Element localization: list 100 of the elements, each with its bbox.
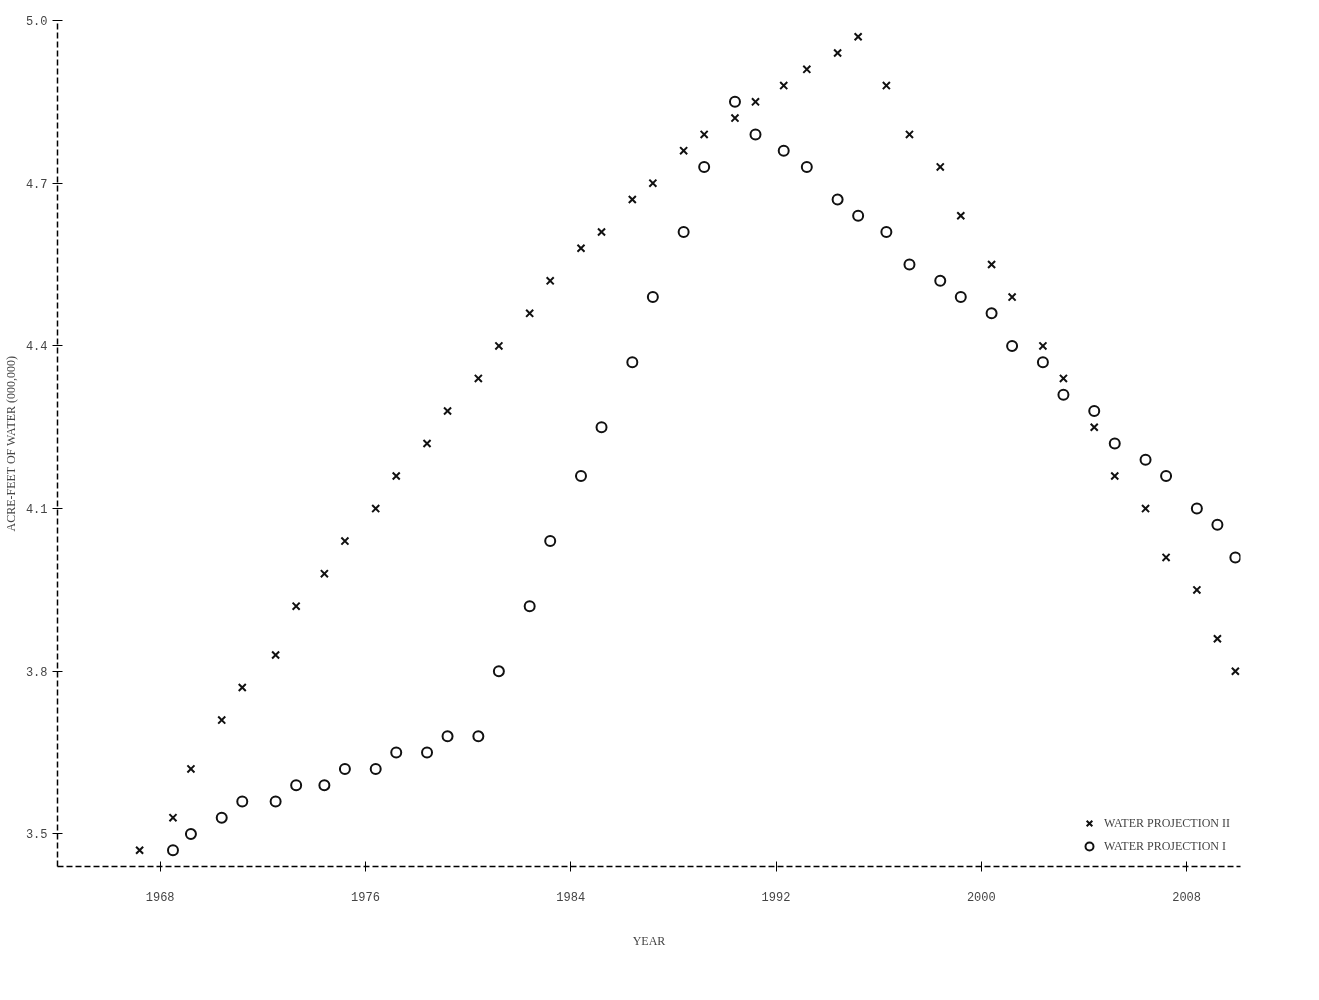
point [802, 64, 812, 74]
point [168, 813, 178, 823]
point [391, 471, 401, 481]
point [750, 97, 761, 107]
point [318, 779, 331, 792]
point [494, 341, 504, 351]
legend-label: WATER PROJECTION II [1104, 815, 1230, 831]
point [338, 762, 351, 775]
point [271, 650, 281, 660]
point [269, 795, 282, 808]
point [730, 113, 740, 123]
point [1088, 404, 1101, 417]
x-axis-title: YEAR [632, 933, 666, 948]
point [853, 32, 863, 42]
point [217, 715, 227, 725]
point [291, 601, 301, 611]
point [237, 683, 247, 693]
point [186, 764, 196, 774]
point [1058, 373, 1068, 383]
point [595, 421, 608, 434]
point [184, 827, 197, 840]
point [390, 746, 403, 759]
x-tick-label: 1976 [351, 890, 380, 905]
point [956, 211, 966, 221]
point [698, 160, 711, 173]
x-tick-label: 1992 [761, 890, 791, 905]
point [473, 373, 483, 383]
point [646, 291, 659, 304]
point [525, 308, 535, 318]
y-tick-label: 4.7 [25, 177, 48, 192]
point [648, 178, 658, 188]
point [1139, 453, 1152, 466]
point [749, 128, 762, 141]
point [441, 730, 454, 743]
point [800, 160, 813, 173]
x-tick-label: 2008 [1172, 890, 1202, 905]
point [1110, 471, 1120, 481]
point [880, 226, 893, 238]
point [1192, 585, 1202, 595]
point [881, 81, 891, 91]
point [699, 129, 709, 139]
point [492, 665, 505, 678]
point [472, 730, 485, 743]
point [1006, 339, 1019, 352]
point [340, 536, 350, 546]
point [1057, 388, 1070, 401]
point [1229, 551, 1241, 564]
legend-label: WATER PROJECTION I [1104, 838, 1226, 854]
y-tick-label: 5.0 [25, 15, 48, 29]
point [904, 129, 914, 139]
y-tick-label: 4.1 [25, 503, 48, 518]
point [371, 504, 381, 514]
point [215, 811, 228, 824]
point [1038, 341, 1048, 351]
point [422, 438, 432, 449]
point [1212, 634, 1222, 644]
point [779, 81, 789, 91]
point [523, 600, 536, 613]
point [626, 356, 639, 369]
point [290, 779, 303, 792]
point [833, 48, 843, 58]
x-tick-label: 1984 [556, 890, 586, 905]
point [369, 762, 382, 775]
point [443, 406, 453, 416]
point [985, 307, 998, 320]
point [596, 227, 607, 237]
point [934, 274, 947, 287]
point [1141, 504, 1151, 514]
point [1161, 552, 1171, 562]
point [777, 144, 790, 157]
y-axis-title: ACRE-FEET OF WATER (000,000) [3, 355, 18, 532]
point [1211, 518, 1224, 531]
point [545, 276, 555, 286]
x-tick-label: 1968 [145, 890, 175, 905]
point [677, 226, 690, 238]
y-tick-label: 3.8 [25, 665, 48, 680]
point [1160, 470, 1173, 483]
point [831, 193, 844, 206]
y-tick-label: 4.4 [25, 340, 48, 355]
point [627, 194, 637, 204]
point [421, 746, 434, 759]
point [135, 845, 145, 855]
point [954, 291, 967, 304]
point [1036, 356, 1049, 369]
point [852, 209, 865, 222]
point [903, 258, 916, 271]
point [1007, 292, 1017, 302]
point [1089, 422, 1099, 432]
point [544, 535, 557, 548]
point [679, 146, 689, 156]
point [1108, 437, 1121, 450]
point [575, 470, 587, 483]
point [1230, 666, 1240, 676]
point [987, 260, 997, 270]
point [576, 243, 586, 253]
point [236, 795, 249, 808]
point [319, 569, 329, 579]
point [935, 162, 945, 172]
point [728, 95, 741, 108]
y-tick-label: 3.5 [25, 828, 48, 843]
